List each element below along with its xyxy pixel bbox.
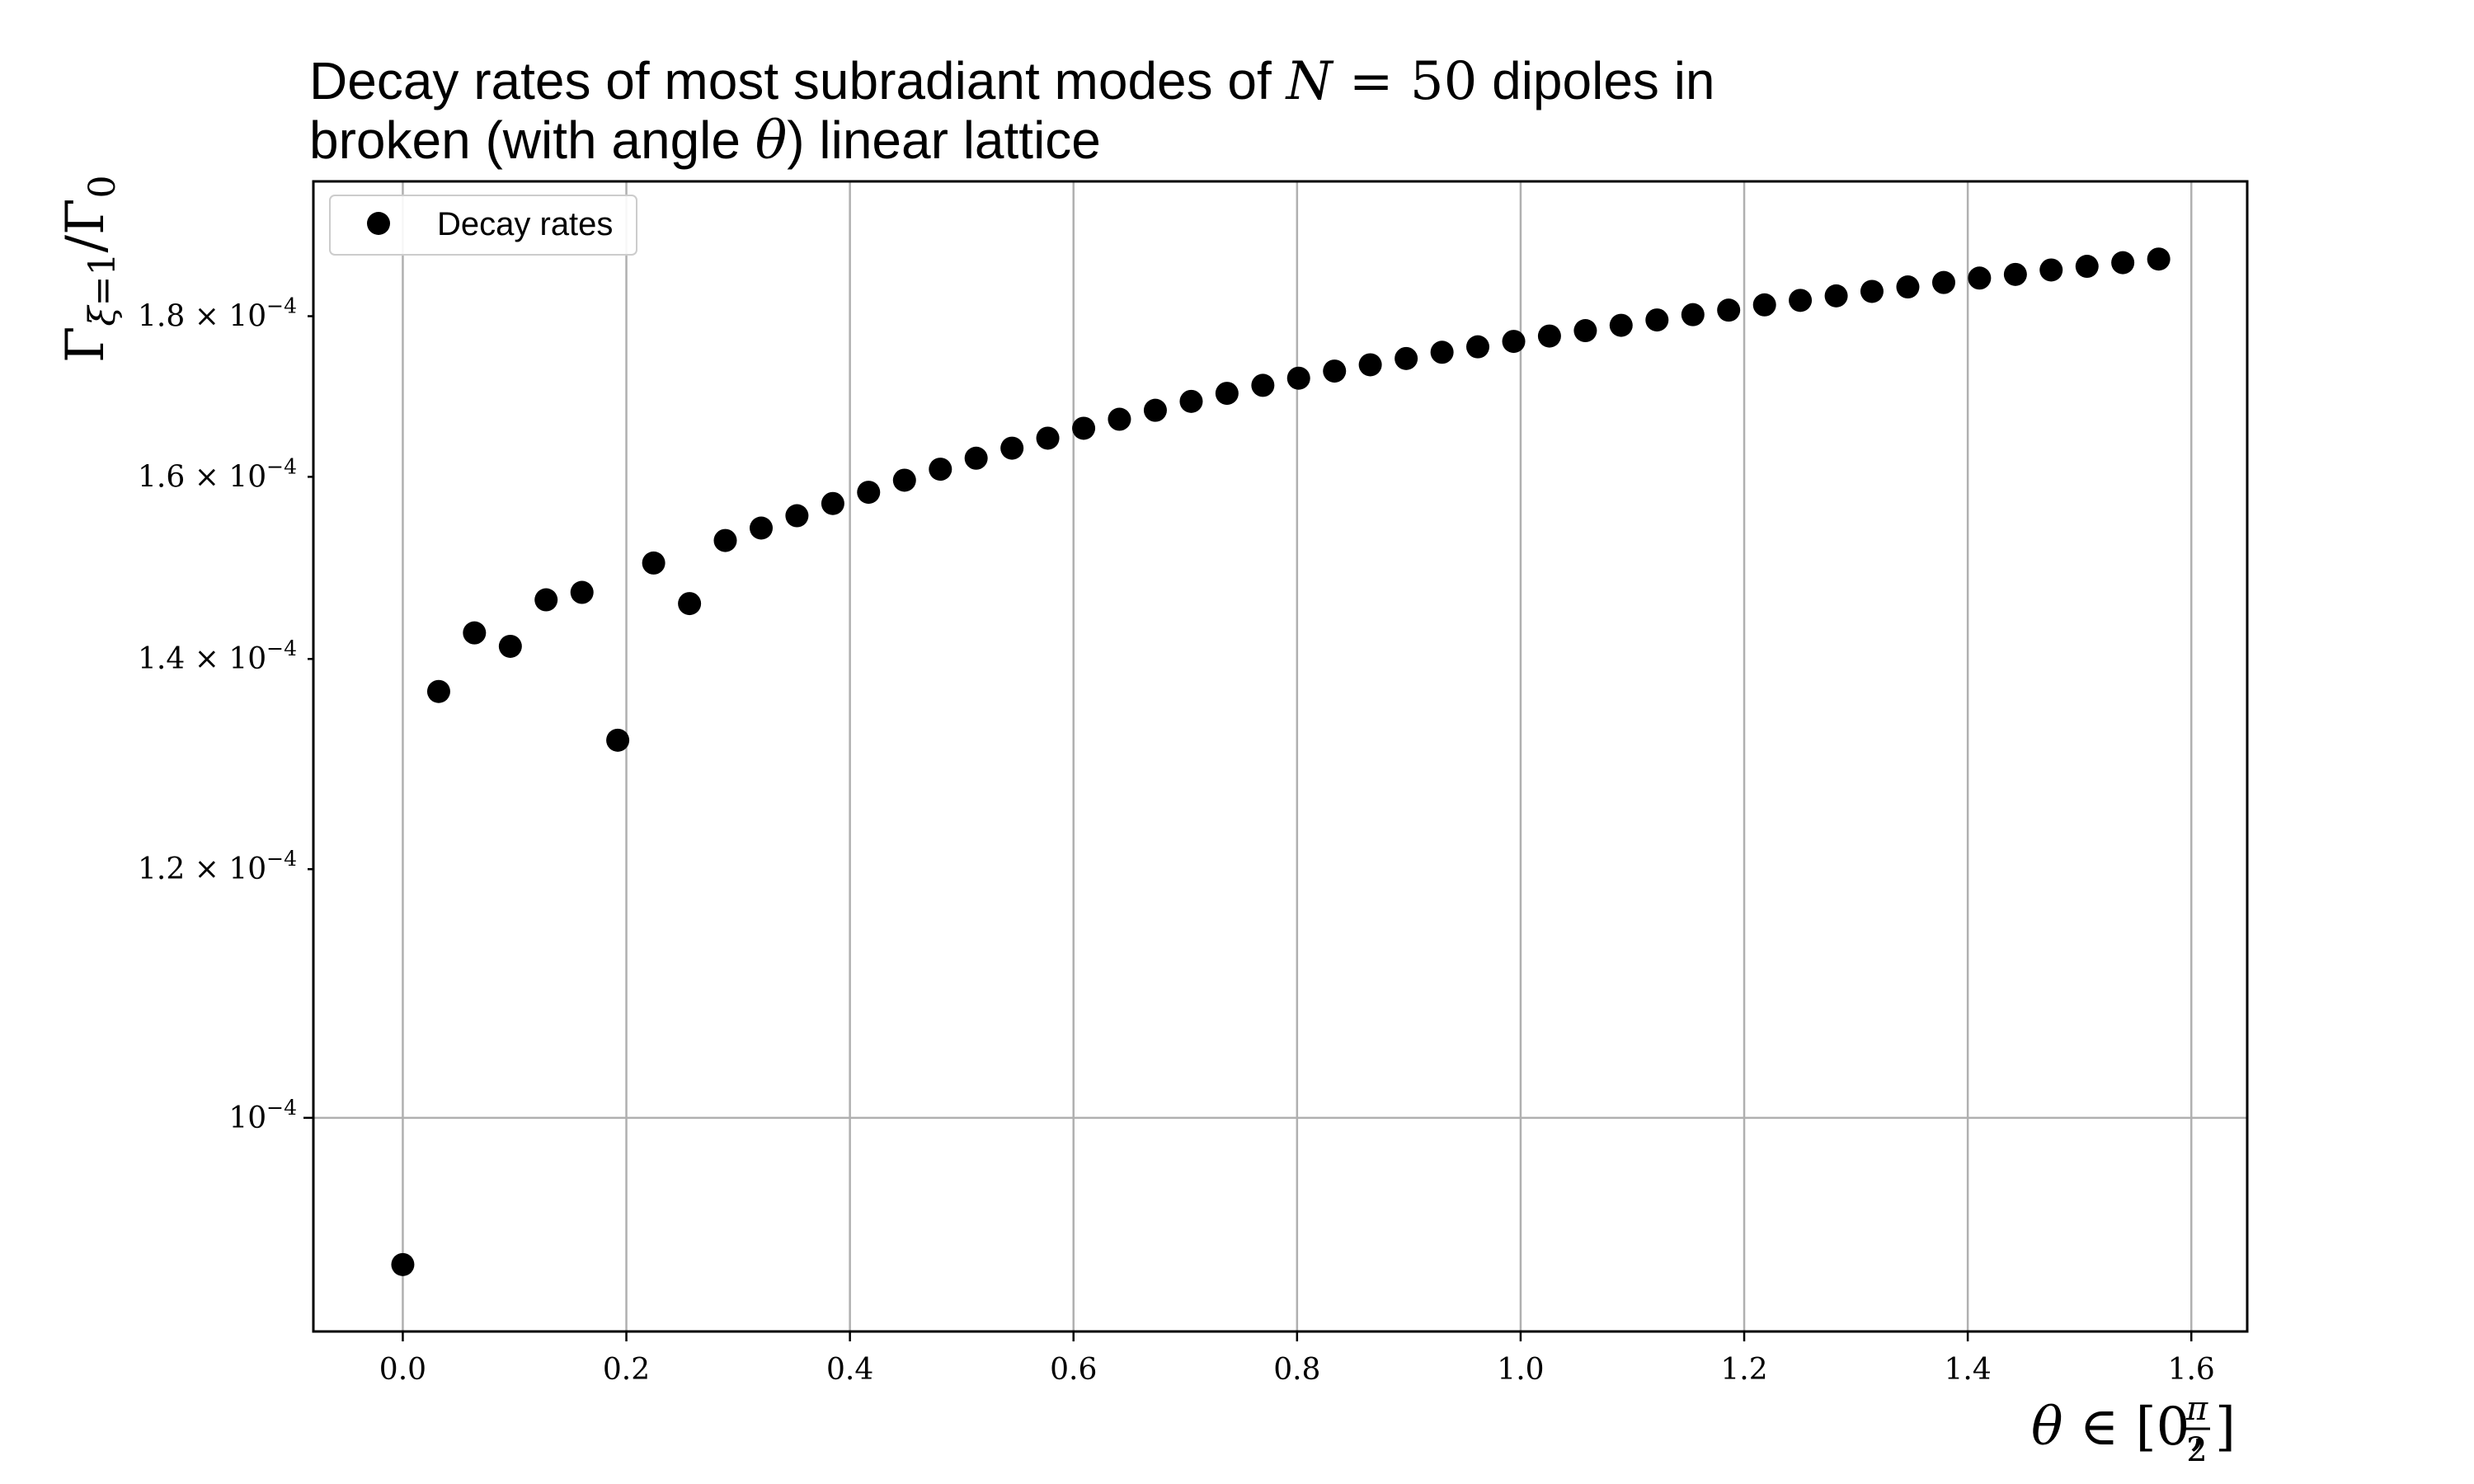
x-tick-label: 1.6 (2168, 1353, 2215, 1387)
data-point (1072, 416, 1096, 440)
grid-lines (313, 181, 2247, 1331)
x-tick-label: 1.4 (1944, 1353, 1991, 1387)
data-points (391, 247, 2171, 1276)
x-tick-label: 1.0 (1497, 1353, 1544, 1387)
data-point (1323, 359, 1347, 383)
chart-title-line-2: broken (with angle θ) linear lattice (309, 110, 1101, 171)
data-point (1251, 373, 1275, 397)
y-tick-label: 10−4 (228, 1096, 297, 1135)
data-point (1931, 270, 1955, 294)
data-point (1824, 284, 1848, 308)
legend-label: Decay rates (437, 206, 613, 242)
data-point (1466, 335, 1490, 359)
data-point (892, 468, 916, 492)
data-point (1358, 353, 1382, 377)
svg-text:θ ∈ [0,: θ ∈ [0, (2031, 1397, 2207, 1458)
data-point (2075, 255, 2099, 279)
data-point (2039, 258, 2063, 282)
data-point (570, 580, 594, 604)
data-point (426, 679, 450, 703)
data-point (2111, 251, 2135, 275)
data-point (391, 1252, 415, 1276)
x-tick-label: 0.2 (603, 1353, 650, 1387)
data-point (498, 634, 522, 658)
x-tick-label: 0.6 (1050, 1353, 1097, 1387)
data-point (642, 551, 666, 575)
svg-text:]: ] (2215, 1397, 2236, 1458)
data-point (1000, 436, 1024, 460)
data-point (1286, 366, 1310, 390)
data-point (2147, 247, 2171, 271)
data-point (929, 458, 952, 481)
y-tick-label: 1.4 × 10−4 (138, 636, 297, 676)
legend-box (329, 195, 637, 256)
data-point (1681, 303, 1705, 326)
x-tick-label: 0.0 (379, 1353, 426, 1387)
data-point (1573, 319, 1597, 343)
data-point (1896, 275, 1920, 299)
data-point (534, 588, 558, 612)
data-point (1717, 298, 1741, 322)
plot-frame (312, 180, 2249, 1333)
data-point (1179, 389, 1203, 413)
x-tick-label: 1.2 (1720, 1353, 1767, 1387)
legend-marker (367, 212, 390, 235)
data-point (821, 491, 844, 515)
x-tick-label: 0.8 (1273, 1353, 1320, 1387)
data-point (1537, 324, 1561, 348)
data-point (713, 528, 737, 552)
y-axis-ticks: 10−4 1.2 × 10−4 1.4 × 10−4 1.6 × 10−4 1.8 × … (138, 294, 313, 1135)
data-point (678, 592, 702, 616)
data-point (1430, 340, 1454, 364)
data-point (1395, 346, 1418, 370)
y-tick-label: 1.6 × 10−4 (138, 454, 297, 494)
data-point (1645, 308, 1669, 332)
data-point (785, 504, 809, 528)
data-point (857, 481, 881, 505)
chart-title-line-1: Decay rates of most subradiant modes of … (309, 51, 1715, 112)
data-point (2003, 262, 2027, 286)
data-point (964, 446, 988, 470)
y-tick-label: 1.8 × 10−4 (138, 294, 297, 334)
data-point (1143, 398, 1167, 422)
x-axis-label: θ ∈ [0, π 2 ] (2031, 1390, 2236, 1469)
data-point (1609, 313, 1633, 337)
data-point (1502, 330, 1526, 354)
svg-text:π: π (2185, 1390, 2208, 1428)
data-point (1215, 382, 1239, 406)
svg-text:2: 2 (2186, 1431, 2207, 1469)
legend: Decay rates (329, 195, 637, 256)
data-point (1752, 293, 1776, 317)
y-axis-label: Γξ=1/Γ0 (55, 176, 124, 363)
data-point (1789, 289, 1813, 312)
data-point (1036, 426, 1060, 450)
x-tick-label: 0.4 (826, 1353, 873, 1387)
data-point (463, 621, 487, 645)
y-tick-label: 1.2 × 10−4 (138, 847, 297, 886)
x-axis-ticks: 0.0 0.2 0.4 0.6 0.8 1.0 1.2 1.4 1.6 (379, 1331, 2215, 1387)
data-point (606, 728, 630, 752)
data-point (1860, 279, 1884, 303)
data-point (750, 516, 774, 540)
data-point (1108, 407, 1131, 431)
data-point (1968, 266, 1992, 290)
